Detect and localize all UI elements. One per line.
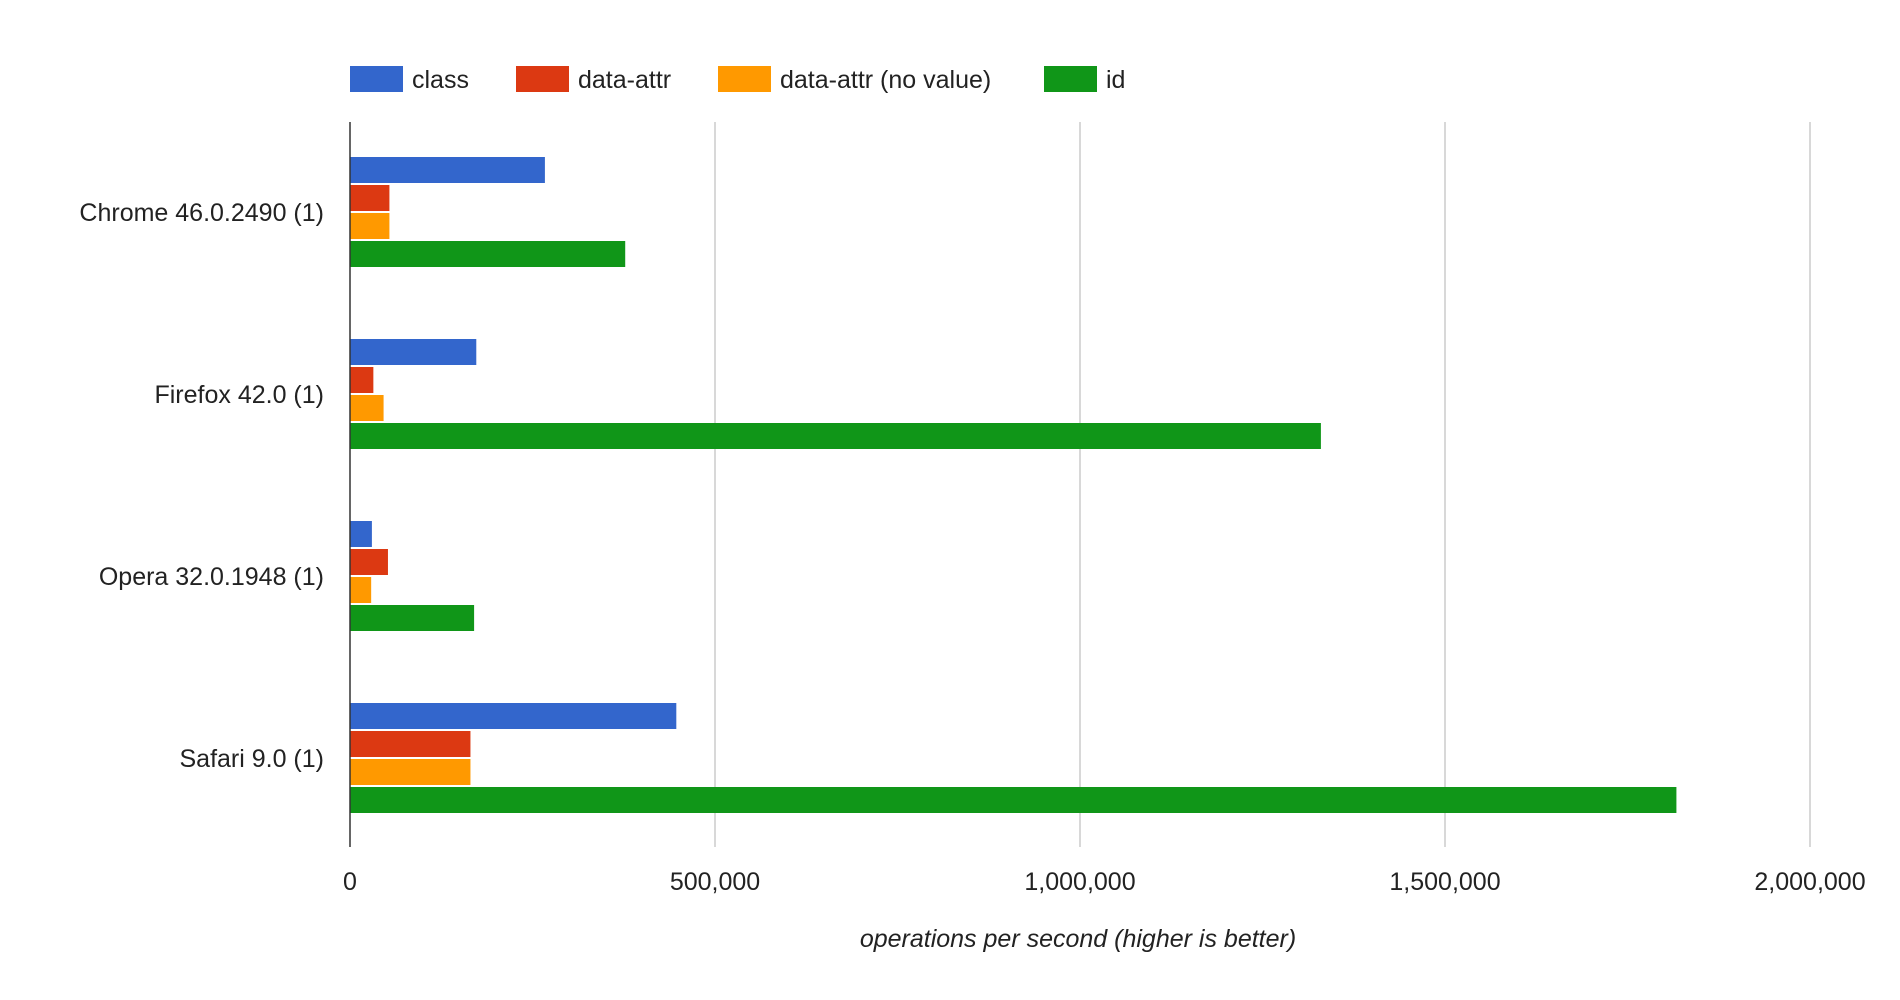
bar-3-1 — [350, 731, 471, 757]
bar-2-2 — [350, 577, 372, 603]
bar-2-0 — [350, 521, 372, 547]
bar-3-2 — [350, 759, 471, 785]
bar-3-0 — [350, 703, 677, 729]
bar-2-3 — [350, 605, 475, 631]
bar-1-2 — [350, 395, 384, 421]
bar-0-1 — [350, 185, 390, 211]
bar-1-1 — [350, 367, 374, 393]
legend-swatch-1 — [516, 66, 569, 92]
legend: class data-attr data-attr (no value) id — [350, 66, 1125, 94]
category-label-1: Firefox 42.0 (1) — [154, 381, 324, 409]
x-tick-label-1: 500,000 — [670, 868, 760, 896]
x-axis-title: operations per second (higher is better) — [860, 925, 1296, 953]
bar-1-3 — [350, 423, 1321, 449]
legend-swatch-0 — [350, 66, 403, 92]
x-tick-label-2: 1,000,000 — [1024, 868, 1135, 896]
bars — [350, 157, 1677, 813]
category-label-0: Chrome 46.0.2490 (1) — [79, 199, 324, 227]
legend-swatch-2 — [718, 66, 771, 92]
legend-label-3: id — [1106, 66, 1125, 94]
category-labels: Chrome 46.0.2490 (1) Firefox 42.0 (1) Oper… — [79, 199, 324, 773]
category-label-3: Safari 9.0 (1) — [179, 745, 324, 773]
x-axis-ticks: 0 500,000 1,000,000 1,500,000 2,000,000 — [343, 868, 1866, 896]
bar-2-1 — [350, 549, 388, 575]
legend-label-0: class — [412, 66, 469, 94]
category-label-2: Opera 32.0.1948 (1) — [99, 563, 324, 591]
x-tick-label-3: 1,500,000 — [1389, 868, 1500, 896]
legend-label-1: data-attr — [578, 66, 671, 94]
bar-3-3 — [350, 787, 1677, 813]
bar-1-0 — [350, 339, 477, 365]
bar-0-3 — [350, 241, 626, 267]
x-tick-label-0: 0 — [343, 868, 357, 896]
legend-swatch-3 — [1044, 66, 1097, 92]
legend-label-2: data-attr (no value) — [780, 66, 991, 94]
bar-0-2 — [350, 213, 390, 239]
bar-0-0 — [350, 157, 545, 183]
x-tick-label-4: 2,000,000 — [1754, 868, 1865, 896]
grid-lines — [714, 122, 1811, 847]
